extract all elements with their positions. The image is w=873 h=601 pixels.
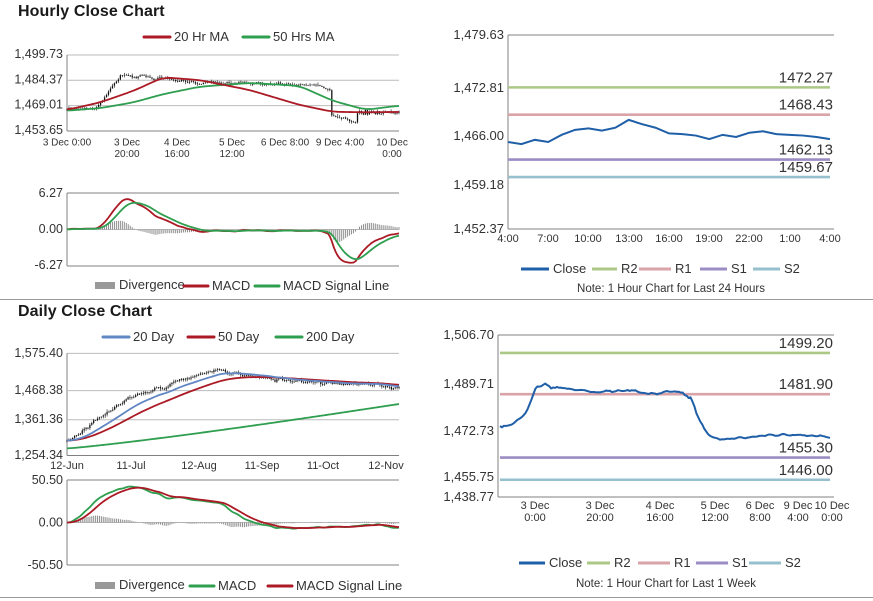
svg-text:4 Dec: 4 Dec xyxy=(164,138,190,149)
svg-text:1,468.38: 1,468.38 xyxy=(14,383,63,397)
svg-text:1:00: 1:00 xyxy=(779,233,800,245)
svg-text:11-Oct: 11-Oct xyxy=(307,460,339,472)
svg-text:1,469.01: 1,469.01 xyxy=(14,98,63,112)
svg-text:-50.50: -50.50 xyxy=(28,558,63,572)
svg-text:S2: S2 xyxy=(785,555,801,570)
svg-text:1,361.36: 1,361.36 xyxy=(14,412,63,426)
svg-text:1468.43: 1468.43 xyxy=(779,97,833,114)
svg-text:12-Aug: 12-Aug xyxy=(181,460,216,472)
svg-text:6 Dec: 6 Dec xyxy=(746,500,775,512)
svg-text:20 Day: 20 Day xyxy=(133,329,175,344)
svg-text:3 Dec: 3 Dec xyxy=(521,500,550,512)
svg-text:1,455.75: 1,455.75 xyxy=(443,469,494,484)
svg-text:6 Dec 8:00: 6 Dec 8:00 xyxy=(261,138,310,149)
svg-text:16:00: 16:00 xyxy=(646,512,674,524)
svg-text:1446.00: 1446.00 xyxy=(779,462,833,479)
svg-text:11-Jul: 11-Jul xyxy=(116,460,145,472)
svg-text:11-Sep: 11-Sep xyxy=(245,460,280,472)
svg-text:0:00: 0:00 xyxy=(524,512,545,524)
svg-text:3 Dec: 3 Dec xyxy=(114,138,140,149)
svg-text:Note: 1 Hour Chart for Last 24: Note: 1 Hour Chart for Last 24 Hours xyxy=(577,283,765,295)
svg-text:12-Jun: 12-Jun xyxy=(50,460,84,472)
svg-text:Divergence: Divergence xyxy=(119,277,185,292)
svg-text:1499.20: 1499.20 xyxy=(779,335,833,352)
svg-text:9 Dec 4:00: 9 Dec 4:00 xyxy=(316,138,365,149)
svg-text:4:00: 4:00 xyxy=(787,512,808,524)
svg-text:200 Day: 200 Day xyxy=(306,329,355,344)
svg-text:S2: S2 xyxy=(784,261,800,276)
svg-text:0:00: 0:00 xyxy=(821,512,842,524)
svg-text:1,489.71: 1,489.71 xyxy=(443,376,494,391)
svg-text:1462.13: 1462.13 xyxy=(779,142,833,159)
svg-text:MACD Signal Line: MACD Signal Line xyxy=(283,278,389,293)
svg-text:1,575.40: 1,575.40 xyxy=(14,346,63,360)
svg-text:1,472.81: 1,472.81 xyxy=(453,80,504,95)
svg-text:R2: R2 xyxy=(614,555,631,570)
svg-text:1,484.37: 1,484.37 xyxy=(14,72,63,86)
svg-text:1459.67: 1459.67 xyxy=(779,159,833,176)
svg-text:-6.27: -6.27 xyxy=(35,258,64,272)
svg-text:MACD: MACD xyxy=(212,278,250,293)
svg-text:50 Day: 50 Day xyxy=(218,329,260,344)
svg-text:1,472.73: 1,472.73 xyxy=(443,423,494,438)
svg-text:12-Nov: 12-Nov xyxy=(368,460,404,472)
svg-text:20:00: 20:00 xyxy=(114,149,139,160)
svg-text:19:00: 19:00 xyxy=(695,233,723,245)
svg-text:16:00: 16:00 xyxy=(164,149,189,160)
svg-text:MACD: MACD xyxy=(218,578,256,593)
svg-text:1,506.70: 1,506.70 xyxy=(443,327,494,342)
svg-text:1,438.77: 1,438.77 xyxy=(443,489,494,504)
svg-text:16:00: 16:00 xyxy=(655,233,683,245)
svg-text:S1: S1 xyxy=(732,555,748,570)
svg-text:1,499.73: 1,499.73 xyxy=(14,47,63,61)
svg-text:R1: R1 xyxy=(675,261,692,276)
svg-text:5 Dec: 5 Dec xyxy=(219,138,245,149)
svg-text:5 Dec: 5 Dec xyxy=(701,500,730,512)
svg-text:1,479.63: 1,479.63 xyxy=(453,27,504,42)
svg-text:1,453.65: 1,453.65 xyxy=(14,123,63,137)
svg-text:3 Dec 0:00: 3 Dec 0:00 xyxy=(43,138,92,149)
svg-text:8:00: 8:00 xyxy=(749,512,770,524)
svg-text:R2: R2 xyxy=(621,261,638,276)
svg-text:50 Hrs MA: 50 Hrs MA xyxy=(273,29,335,44)
svg-text:S1: S1 xyxy=(731,261,747,276)
svg-text:1,459.18: 1,459.18 xyxy=(453,177,504,192)
svg-text:Close: Close xyxy=(553,261,586,276)
svg-text:4 Dec: 4 Dec xyxy=(646,500,675,512)
svg-text:R1: R1 xyxy=(674,555,691,570)
svg-text:0:00: 0:00 xyxy=(382,149,402,160)
svg-text:6.27: 6.27 xyxy=(39,186,63,200)
svg-text:4:00: 4:00 xyxy=(497,233,518,245)
svg-text:10 Dec: 10 Dec xyxy=(376,138,408,149)
svg-text:12:00: 12:00 xyxy=(701,512,729,524)
svg-text:7:00: 7:00 xyxy=(537,233,558,245)
svg-text:Close: Close xyxy=(549,555,582,570)
svg-text:20 Hr MA: 20 Hr MA xyxy=(174,29,229,44)
svg-text:0.00: 0.00 xyxy=(39,516,63,530)
svg-text:12:00: 12:00 xyxy=(219,149,244,160)
svg-text:20:00: 20:00 xyxy=(586,512,614,524)
svg-text:0.00: 0.00 xyxy=(39,222,63,236)
svg-text:22:00: 22:00 xyxy=(735,233,763,245)
svg-text:1481.90: 1481.90 xyxy=(779,376,833,393)
svg-text:3 Dec: 3 Dec xyxy=(586,500,615,512)
svg-text:9 Dec: 9 Dec xyxy=(784,500,813,512)
svg-text:Divergence: Divergence xyxy=(119,577,185,592)
svg-text:MACD Signal Line: MACD Signal Line xyxy=(296,578,402,593)
svg-text:4:00: 4:00 xyxy=(819,233,840,245)
svg-text:Note: 1 Hour Chart for Last 1: Note: 1 Hour Chart for Last 1 Week xyxy=(576,578,756,590)
svg-text:50.50: 50.50 xyxy=(32,473,63,487)
svg-text:10:00: 10:00 xyxy=(574,233,602,245)
svg-text:13:00: 13:00 xyxy=(615,233,643,245)
svg-text:1472.27: 1472.27 xyxy=(779,69,833,86)
svg-text:10 Dec: 10 Dec xyxy=(815,500,850,512)
svg-text:1,466.00: 1,466.00 xyxy=(453,128,504,143)
svg-text:1455.30: 1455.30 xyxy=(779,440,833,457)
